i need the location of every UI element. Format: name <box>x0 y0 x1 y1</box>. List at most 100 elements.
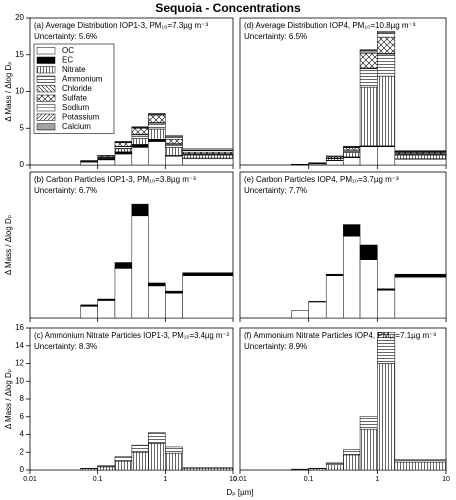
bar-segment <box>343 152 361 158</box>
bar-segment <box>165 452 183 471</box>
bar-segment <box>359 53 378 69</box>
y-tick-label: 16 <box>15 323 24 332</box>
legend-label: Sulfate <box>62 94 87 103</box>
legend-swatch <box>36 47 56 55</box>
bar-segment <box>165 292 183 319</box>
bar-segment <box>325 275 344 319</box>
bar-segment <box>359 86 378 147</box>
x-axis-label: Dₚ [µm] <box>226 488 253 497</box>
y-tick-label: 5 <box>20 123 25 132</box>
bar-segment <box>80 161 98 166</box>
bar-segment <box>359 428 378 471</box>
legend-label: Calcium <box>62 122 91 131</box>
y-tick-label: 4 <box>20 430 25 439</box>
y-tick-label: 15 <box>15 50 24 59</box>
bar-segment <box>131 215 149 319</box>
bar-segment <box>148 139 166 142</box>
y-tick-label: 10 <box>15 376 24 385</box>
bar-segment <box>97 300 116 319</box>
bar-segment <box>182 154 234 159</box>
bar-segment <box>114 460 133 471</box>
bar-segment <box>343 147 361 151</box>
bar-segment <box>114 151 133 155</box>
bar-segment <box>131 147 149 166</box>
bar-segment <box>359 49 378 51</box>
legend-swatch <box>36 94 56 102</box>
bar-segment <box>325 160 344 166</box>
bar-segment <box>114 262 133 269</box>
bar-segment <box>165 147 183 156</box>
bar-segment <box>394 461 447 471</box>
bar-segment <box>165 446 183 454</box>
bar-segment <box>114 268 133 319</box>
uncertainty-label: Uncertainty: 5.6% <box>34 32 97 41</box>
y-axis-label: Δ Mass / Δlog Dₚ <box>4 369 13 429</box>
bar-segment <box>394 459 447 463</box>
legend-swatch <box>36 113 56 121</box>
legend-label: OC <box>62 46 74 55</box>
x-tick-label: 10 <box>442 476 450 483</box>
bar-segment <box>343 449 361 456</box>
bar-segment <box>377 363 396 471</box>
y-tick-label: 14 <box>15 341 24 350</box>
bar-segment <box>80 306 98 319</box>
bar-segment <box>325 464 344 471</box>
bar-segment <box>394 158 447 166</box>
y-tick-label: 10 <box>15 87 24 96</box>
bar-segment <box>377 146 396 166</box>
panel-label: (e) Carbon Particles IOP4, PM₁₀=3.7µg m⁻… <box>244 175 399 184</box>
y-axis-label: Δ Mass / Δlog Dₚ <box>4 215 13 275</box>
bar-segment <box>97 159 116 166</box>
bar-segment <box>131 144 149 148</box>
bar-segment <box>148 285 166 319</box>
bar-segment <box>377 33 396 38</box>
bar-segment <box>114 146 133 150</box>
bar-segment <box>359 259 378 319</box>
bar-segment <box>377 30 396 33</box>
y-axis-label: Δ Mass / Δlog Dₚ <box>4 61 13 121</box>
bar-segment <box>114 153 133 166</box>
bar-segment <box>291 310 309 319</box>
y-tick-label: 0 <box>20 465 25 474</box>
bar-segment <box>182 275 234 319</box>
bar-segment <box>343 150 361 153</box>
bar-segment <box>359 416 378 430</box>
panel-label: (b) Carbon Particles IOP1-3, PM₁₀=3.8µg … <box>34 175 196 184</box>
bar-segment <box>394 276 447 319</box>
bar-segment <box>359 244 378 260</box>
x-tick-label: 10 <box>229 476 237 483</box>
bar-segment <box>343 454 361 471</box>
bar-segment <box>131 138 149 145</box>
x-tick-label: 1 <box>163 476 167 483</box>
bar-segment <box>97 298 116 301</box>
bar-segment <box>165 155 183 166</box>
y-tick-label: 8 <box>20 394 25 403</box>
uncertainty-label: Uncertainty: 6.7% <box>34 186 97 195</box>
legend-swatch <box>36 85 56 93</box>
bar-segment <box>377 75 396 147</box>
y-tick-label: 0 <box>20 160 25 169</box>
bar-segment <box>377 288 396 291</box>
panel-label: (f) Ammonium Nitrate Particles IOP4, PM₁… <box>244 331 436 340</box>
y-tick-label: 2 <box>20 447 25 456</box>
bar-segment <box>165 290 183 294</box>
bar-segment <box>182 467 234 471</box>
bar-segment <box>182 148 234 151</box>
bar-segment <box>114 142 133 147</box>
bar-segment <box>394 150 447 152</box>
bar-segment <box>377 36 396 54</box>
bar-segment <box>359 68 378 88</box>
bar-segment <box>131 128 149 135</box>
bar-segment <box>165 144 183 148</box>
bar-segment <box>148 122 166 130</box>
x-tick-label: 0.01 <box>233 476 247 483</box>
bar-segment <box>148 141 166 166</box>
bar-segment <box>308 301 327 303</box>
bar-segment <box>377 53 396 77</box>
x-tick-label: 0.1 <box>93 476 103 483</box>
y-tick-label: 12 <box>15 359 24 368</box>
bar-segment <box>165 139 183 144</box>
panel-label: (a) Average Distribution IOP1-3, PM₁₀=7.… <box>34 21 208 30</box>
bar-segment <box>97 465 116 468</box>
bar-segment <box>114 456 133 462</box>
